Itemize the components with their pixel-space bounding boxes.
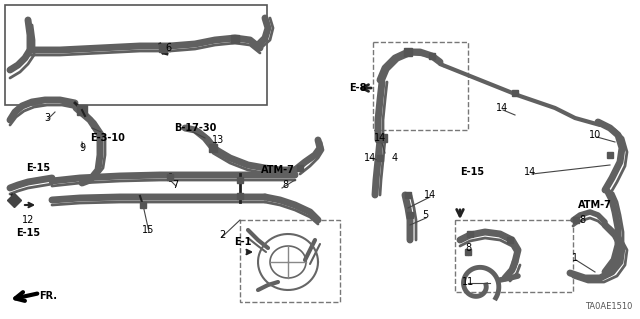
Text: E-15: E-15 — [26, 163, 50, 173]
Text: E-15: E-15 — [460, 167, 484, 177]
Bar — [5, 5, 267, 105]
Text: 14: 14 — [364, 153, 376, 163]
Text: 15: 15 — [142, 225, 154, 235]
Text: 8: 8 — [579, 215, 585, 225]
Bar — [240, 220, 340, 302]
Text: 14: 14 — [524, 167, 536, 177]
Text: 8: 8 — [282, 180, 288, 190]
Text: E-8: E-8 — [349, 83, 367, 93]
Text: 7: 7 — [172, 180, 178, 190]
Text: 8: 8 — [465, 243, 471, 253]
Text: 13: 13 — [212, 135, 224, 145]
Bar — [455, 220, 573, 292]
Text: 4: 4 — [392, 153, 398, 163]
Text: 12: 12 — [22, 215, 34, 225]
Text: B-17-30: B-17-30 — [174, 123, 216, 133]
Text: E-15: E-15 — [16, 228, 40, 238]
Text: 6: 6 — [165, 43, 171, 53]
Text: 5: 5 — [422, 210, 428, 220]
Text: TA0AE1510: TA0AE1510 — [584, 302, 632, 311]
Text: 14: 14 — [424, 190, 436, 200]
Text: 14: 14 — [374, 133, 386, 143]
Text: 3: 3 — [44, 113, 50, 123]
Text: 11: 11 — [462, 277, 474, 287]
Text: ATM-7: ATM-7 — [578, 200, 612, 210]
Text: ATM-7: ATM-7 — [261, 165, 295, 175]
Text: 14: 14 — [496, 103, 508, 113]
Bar — [373, 42, 468, 130]
Text: 2: 2 — [219, 230, 225, 240]
Text: 10: 10 — [589, 130, 601, 140]
Text: E-1: E-1 — [234, 237, 252, 247]
Text: FR.: FR. — [39, 291, 57, 301]
Text: 9: 9 — [79, 143, 85, 153]
Text: E-3-10: E-3-10 — [91, 133, 125, 143]
Text: 1: 1 — [572, 253, 578, 263]
